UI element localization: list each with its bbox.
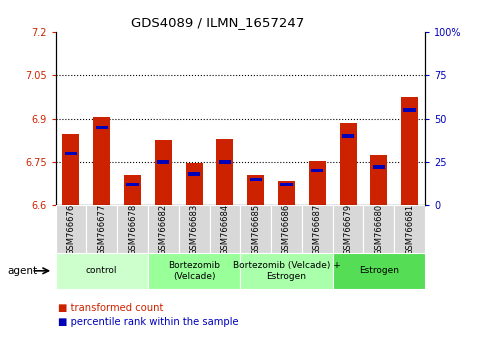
Text: GSM766687: GSM766687 — [313, 204, 322, 255]
Text: GSM766681: GSM766681 — [405, 204, 414, 255]
Bar — [216, 139, 233, 205]
Bar — [403, 108, 416, 112]
Bar — [127, 183, 139, 186]
Bar — [340, 123, 356, 205]
Bar — [370, 155, 387, 205]
Text: GSM766676: GSM766676 — [67, 204, 75, 255]
Bar — [302, 205, 333, 253]
Text: GSM766685: GSM766685 — [251, 204, 260, 255]
Bar — [210, 205, 240, 253]
Bar — [240, 205, 271, 253]
Bar — [394, 205, 425, 253]
Text: GSM766680: GSM766680 — [374, 204, 384, 255]
Bar — [56, 205, 86, 253]
Bar — [333, 253, 425, 289]
Bar — [271, 205, 302, 253]
Text: control: control — [86, 266, 117, 275]
Bar — [401, 97, 418, 205]
Text: GSM766679: GSM766679 — [343, 204, 353, 255]
Text: Bortezomib (Velcade) +
Estrogen: Bortezomib (Velcade) + Estrogen — [233, 261, 341, 280]
Bar — [309, 160, 326, 205]
Bar — [280, 183, 293, 186]
Bar — [278, 181, 295, 205]
Bar — [96, 126, 108, 129]
Bar — [155, 140, 172, 205]
Bar — [219, 160, 231, 164]
Bar — [179, 205, 210, 253]
Bar — [117, 205, 148, 253]
Bar — [250, 178, 262, 181]
Text: GSM766684: GSM766684 — [220, 204, 229, 255]
Bar — [311, 169, 324, 172]
Text: GSM766678: GSM766678 — [128, 204, 137, 255]
Bar — [342, 134, 354, 138]
Bar — [240, 253, 333, 289]
Bar — [148, 253, 241, 289]
Bar — [56, 253, 148, 289]
Text: Bortezomib
(Velcade): Bortezomib (Velcade) — [168, 261, 220, 280]
Text: GSM766682: GSM766682 — [159, 204, 168, 255]
Bar — [333, 205, 364, 253]
Text: GSM766683: GSM766683 — [190, 204, 199, 255]
Bar — [124, 175, 141, 205]
Bar — [188, 172, 200, 176]
Bar — [247, 175, 264, 205]
Text: Estrogen: Estrogen — [359, 266, 399, 275]
Text: ■ transformed count: ■ transformed count — [58, 303, 163, 313]
Bar — [86, 205, 117, 253]
Text: GSM766677: GSM766677 — [97, 204, 106, 255]
Text: agent: agent — [7, 266, 37, 276]
Bar — [185, 164, 202, 205]
Bar — [373, 165, 385, 169]
Bar — [364, 205, 394, 253]
Bar — [62, 135, 79, 205]
Text: ■ percentile rank within the sample: ■ percentile rank within the sample — [58, 317, 239, 327]
Bar — [65, 152, 77, 155]
Text: GSM766686: GSM766686 — [282, 204, 291, 255]
Text: GDS4089 / ILMN_1657247: GDS4089 / ILMN_1657247 — [131, 16, 304, 29]
Bar — [93, 117, 110, 205]
Bar — [148, 205, 179, 253]
Bar — [157, 160, 170, 164]
